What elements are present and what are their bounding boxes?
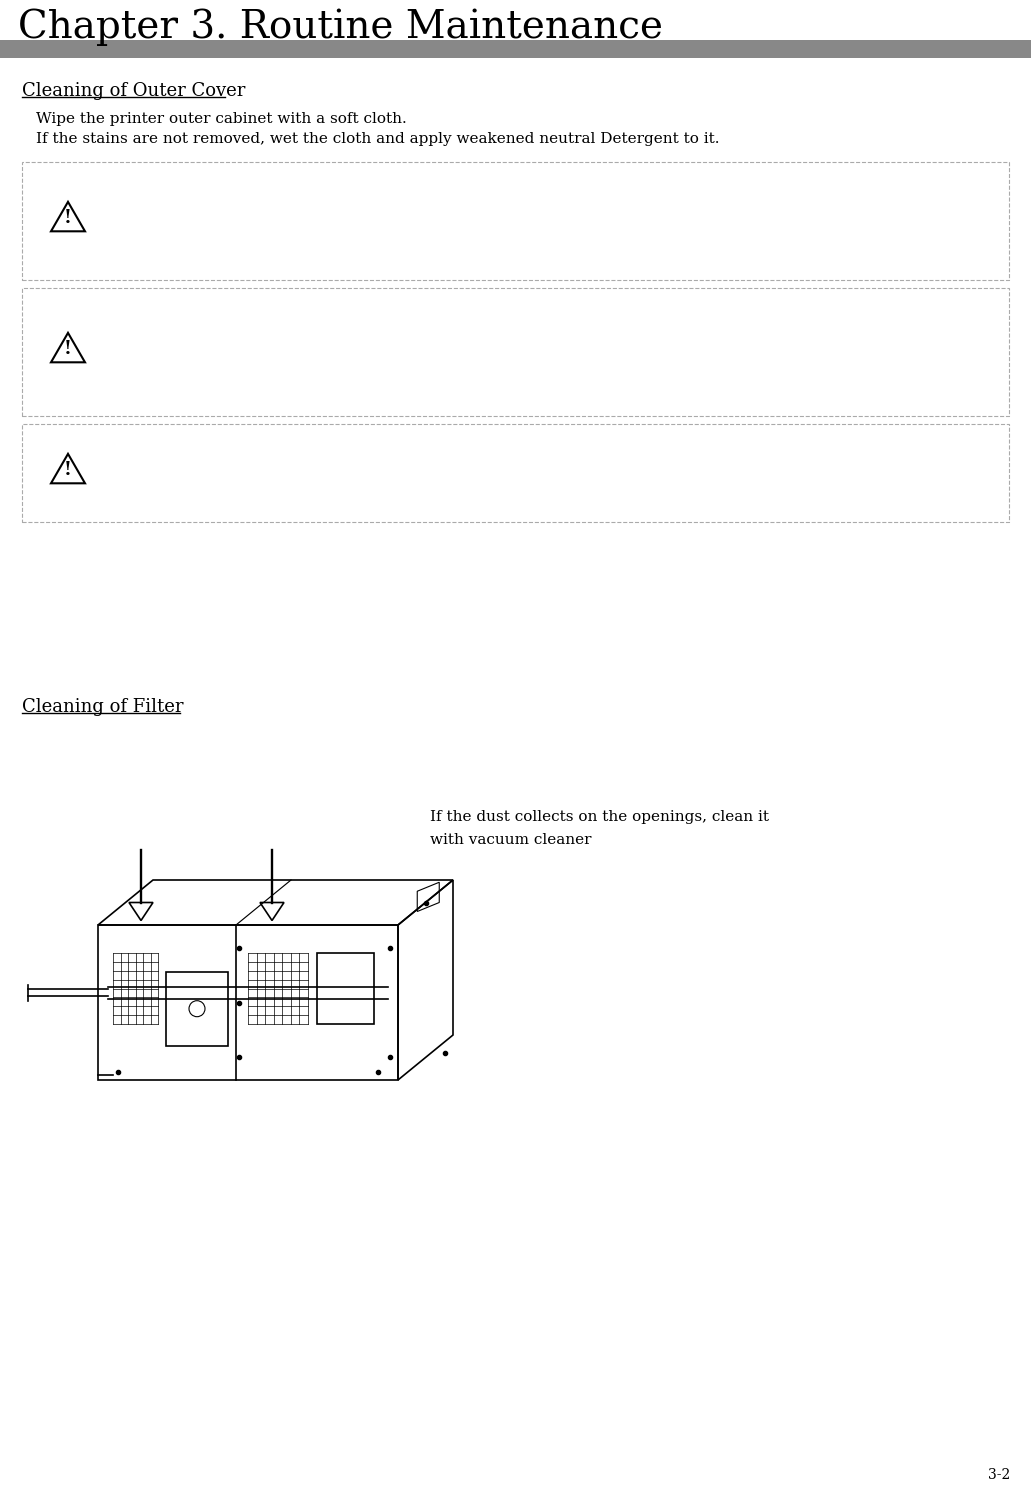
Text: Wipe the printer outer cabinet with a soft cloth.: Wipe the printer outer cabinet with a so…	[36, 112, 407, 126]
Text: Continuous use under the abnormal condition such as high
temperature, smoke and : Continuous use under the abnormal condit…	[190, 301, 729, 376]
Text: Cleaning of Outer Cover: Cleaning of Outer Cover	[22, 82, 245, 100]
Text: Chapter 3. Routine Maintenance: Chapter 3. Routine Maintenance	[18, 7, 663, 45]
Bar	[166, 971, 228, 1046]
Text: If the dust collects on the openings, clean it
with vacuum cleaner: If the dust collects on the openings, cl…	[430, 809, 769, 847]
Polygon shape	[129, 902, 153, 920]
FancyBboxPatch shape	[22, 162, 1009, 280]
Text: !: !	[64, 208, 72, 226]
Text: Cleaning of Filter: Cleaning of Filter	[22, 699, 184, 717]
Bar	[317, 953, 374, 1024]
Text: Caution:: Caution:	[122, 438, 188, 453]
Text: 3-2: 3-2	[988, 1468, 1010, 1483]
Text: !: !	[64, 460, 72, 478]
FancyBboxPatch shape	[22, 424, 1009, 522]
Polygon shape	[260, 902, 284, 920]
Text: Warning:: Warning:	[122, 175, 192, 190]
Text: !: !	[64, 340, 72, 358]
Text: Warning:: Warning:	[122, 301, 192, 316]
Text: Do not use volatile solvents or spray insecticide on the printer outer
cabinet. : Do not use volatile solvents or spray in…	[190, 438, 719, 472]
Bar	[0, 40, 1031, 58]
Text: If the stains are not removed, wet the cloth and apply weakened neutral Detergen: If the stains are not removed, wet the c…	[36, 132, 720, 145]
FancyBboxPatch shape	[22, 288, 1009, 417]
Text: In case, the foreign substance get into the printer, turn off the power
of print: In case, the foreign substance get into …	[190, 175, 727, 250]
